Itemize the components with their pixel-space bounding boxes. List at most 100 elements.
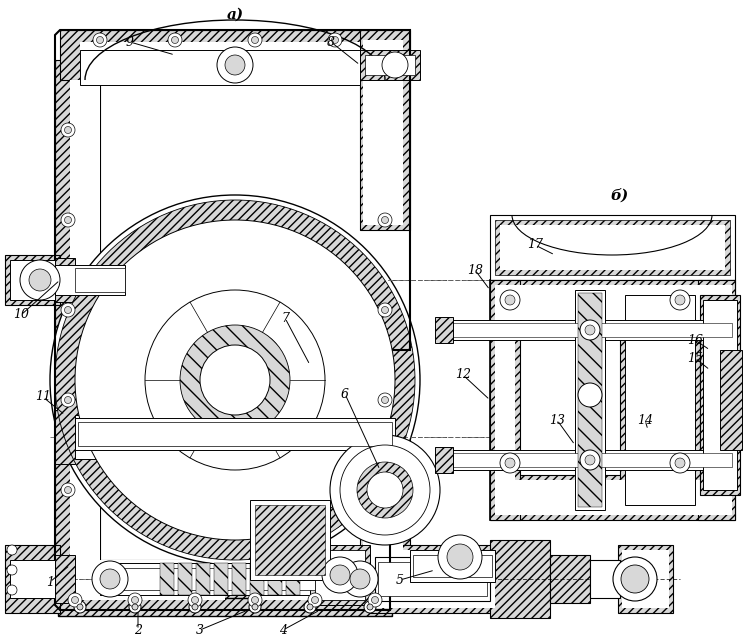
Circle shape: [367, 604, 373, 610]
Circle shape: [330, 565, 350, 585]
Bar: [550, 555, 590, 603]
Circle shape: [64, 307, 72, 314]
Bar: [365, 55, 415, 75]
Circle shape: [92, 561, 128, 597]
Bar: [378, 562, 487, 596]
Circle shape: [131, 597, 138, 604]
Bar: [700, 295, 740, 495]
Text: 3: 3: [196, 624, 204, 637]
Text: 7: 7: [281, 311, 289, 325]
Circle shape: [77, 604, 83, 610]
Bar: [495, 220, 730, 275]
Text: 15: 15: [687, 352, 703, 365]
Bar: [310, 545, 370, 605]
Bar: [160, 563, 174, 595]
Bar: [500, 225, 725, 270]
Bar: [10, 560, 55, 598]
Bar: [490, 280, 735, 520]
Bar: [75, 560, 225, 600]
Bar: [78, 422, 392, 446]
Bar: [55, 410, 75, 464]
Bar: [618, 545, 673, 613]
Bar: [268, 563, 282, 595]
Bar: [375, 550, 495, 608]
Bar: [370, 545, 500, 613]
Circle shape: [64, 127, 72, 134]
Circle shape: [621, 565, 649, 593]
Circle shape: [304, 601, 316, 613]
Text: 1: 1: [46, 575, 54, 588]
Bar: [5, 545, 60, 613]
Bar: [490, 475, 735, 520]
Bar: [232, 563, 246, 595]
Circle shape: [64, 397, 72, 404]
Bar: [103, 568, 367, 590]
Text: 10: 10: [13, 309, 29, 322]
Bar: [698, 280, 735, 520]
Bar: [250, 563, 264, 595]
Bar: [315, 550, 365, 600]
Bar: [250, 565, 370, 600]
Circle shape: [128, 593, 142, 607]
Circle shape: [328, 33, 342, 47]
Circle shape: [248, 33, 262, 47]
Bar: [196, 563, 210, 595]
Text: 4: 4: [279, 624, 287, 637]
Bar: [75, 268, 125, 292]
Text: 2: 2: [134, 624, 142, 637]
Circle shape: [500, 453, 520, 473]
Circle shape: [670, 290, 690, 310]
Circle shape: [100, 569, 120, 589]
Bar: [375, 557, 490, 601]
Circle shape: [64, 217, 72, 224]
Circle shape: [7, 565, 17, 575]
Circle shape: [20, 260, 60, 300]
Circle shape: [192, 604, 198, 610]
Circle shape: [189, 601, 201, 613]
Circle shape: [252, 37, 258, 44]
Text: 8: 8: [327, 35, 335, 48]
Circle shape: [382, 487, 388, 493]
Circle shape: [585, 325, 595, 335]
Circle shape: [252, 597, 258, 604]
Circle shape: [368, 593, 382, 607]
Circle shape: [330, 435, 440, 545]
Circle shape: [64, 487, 72, 493]
Circle shape: [248, 593, 262, 607]
Circle shape: [378, 213, 392, 227]
Text: 9: 9: [126, 35, 134, 48]
Bar: [360, 30, 410, 230]
Circle shape: [7, 585, 17, 595]
Circle shape: [585, 455, 595, 465]
Circle shape: [378, 393, 392, 407]
Circle shape: [252, 604, 258, 610]
Bar: [75, 418, 395, 450]
Bar: [625, 295, 695, 505]
Bar: [75, 415, 115, 459]
Circle shape: [580, 450, 600, 470]
Bar: [575, 290, 605, 510]
Text: 6: 6: [341, 388, 349, 401]
Circle shape: [93, 33, 107, 47]
Bar: [80, 50, 360, 85]
Circle shape: [364, 601, 376, 613]
Circle shape: [61, 393, 75, 407]
Circle shape: [670, 453, 690, 473]
Bar: [490, 540, 550, 618]
Circle shape: [378, 483, 392, 497]
Circle shape: [500, 290, 520, 310]
Circle shape: [61, 123, 75, 137]
Text: 11: 11: [35, 390, 51, 404]
Bar: [443, 453, 732, 467]
Circle shape: [61, 303, 75, 317]
Circle shape: [613, 557, 657, 601]
Bar: [435, 447, 453, 473]
Bar: [440, 320, 735, 340]
Bar: [360, 50, 420, 80]
Bar: [490, 215, 735, 280]
Circle shape: [217, 47, 253, 83]
Circle shape: [308, 593, 322, 607]
Circle shape: [225, 55, 245, 75]
Bar: [214, 563, 228, 595]
Circle shape: [61, 213, 75, 227]
